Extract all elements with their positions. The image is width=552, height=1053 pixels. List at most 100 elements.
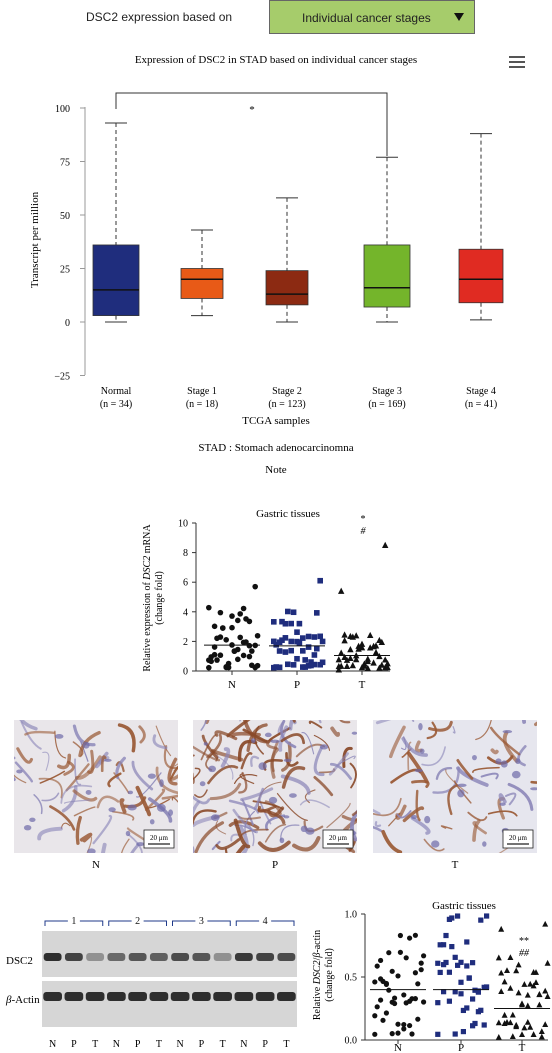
dot-N — [378, 957, 384, 964]
wb-sig-star: ** — [519, 936, 529, 947]
dot-N — [249, 662, 255, 669]
dot-N — [401, 992, 407, 998]
dot-P — [484, 984, 490, 990]
dot-T — [527, 980, 534, 987]
dot-T — [519, 1031, 525, 1038]
dot-T — [530, 969, 537, 975]
dot-P — [449, 944, 455, 950]
dropdown-label: DSC2 expression based on — [86, 10, 233, 24]
dot-N — [211, 644, 218, 650]
dot-P — [437, 969, 443, 976]
boxplot-category-label: Stage 3 — [372, 386, 402, 397]
wb-group-label-bg — [131, 915, 144, 926]
dot-N — [403, 955, 409, 961]
dot-P — [441, 989, 447, 995]
boxplot-category-label: Stage 4 — [466, 386, 496, 397]
western-blot-image — [42, 931, 297, 1027]
wb-lane-label: T — [283, 1039, 289, 1050]
dot-N — [421, 999, 427, 1005]
dot-T — [509, 1011, 516, 1018]
band-actin — [85, 992, 105, 1001]
wb-lane-label: N — [177, 1039, 184, 1050]
dot-P — [314, 610, 320, 616]
boxplot-note: Note — [265, 464, 287, 476]
dot-T — [370, 643, 377, 650]
dot-T — [364, 664, 371, 672]
dot-T — [513, 1021, 520, 1028]
hamburger-menu-icon[interactable] — [509, 56, 525, 68]
boxplot-y-tick-label: 50 — [60, 211, 70, 222]
wb-group-label: 4 — [263, 916, 268, 927]
dot-N — [237, 611, 243, 617]
dot-P — [285, 661, 291, 668]
dot-T — [538, 1033, 545, 1040]
boxplot-x-labels: Normal (n = 34) Stage 1 (n = 18) Stage 2 (n =… — [100, 386, 497, 410]
x-tick-label: P — [458, 1042, 464, 1053]
dot-N — [401, 1026, 407, 1032]
stage-select-dropdown[interactable]: Individual cancer stages — [269, 0, 475, 34]
dot-T — [495, 1033, 502, 1040]
dot-N — [220, 625, 226, 631]
dot-T — [384, 660, 391, 667]
boxplot-title: Expression of DSC2 in STAD based on indi… — [135, 54, 417, 66]
dot-N — [418, 960, 424, 966]
band-dsc2 — [86, 953, 105, 961]
band-dsc2 — [107, 953, 126, 961]
dot-T — [527, 1023, 534, 1030]
boxplot-count-label: (n = 18) — [186, 399, 218, 410]
wb-y-label: Relative DSC2/β-actin — [312, 930, 323, 1020]
y-tick-label: 2 — [183, 637, 188, 648]
wb-lane-label: P — [135, 1039, 141, 1050]
dot-N — [395, 1030, 401, 1036]
dropdown-value: Individual cancer stages — [302, 11, 431, 25]
dot-P — [455, 962, 461, 968]
band-actin — [149, 992, 169, 1001]
dot-N — [401, 1021, 407, 1028]
dot-P — [443, 932, 449, 939]
wb-lane-label: T — [156, 1039, 162, 1050]
dot-T — [542, 1021, 549, 1027]
dot-P — [305, 633, 312, 640]
dot-P — [288, 647, 294, 654]
dot-N — [378, 997, 384, 1003]
dot-N — [214, 635, 220, 642]
dot-P — [470, 960, 476, 966]
mrna-y-label-2: (change fold) — [154, 571, 165, 625]
dot-N — [397, 949, 403, 955]
dot-T — [343, 656, 351, 663]
band-dsc2 — [149, 953, 168, 961]
band-actin — [255, 992, 275, 1001]
box-stage-1 — [180, 268, 224, 299]
boxplot-panel: Expression of DSC2 in STAD based on indi… — [29, 54, 504, 476]
dot-P — [452, 954, 458, 960]
dot-P — [437, 942, 443, 948]
dot-T — [533, 979, 539, 986]
x-tick-label: T — [519, 1042, 526, 1053]
dot-N — [208, 658, 214, 665]
dot-N — [374, 1004, 380, 1010]
dot-N — [415, 981, 421, 987]
dot-T — [495, 1019, 502, 1026]
dot-T — [501, 1011, 508, 1018]
dot-T — [338, 662, 345, 669]
wb-lane-label: N — [49, 1039, 56, 1050]
dot-P — [300, 635, 306, 641]
dot-P — [458, 991, 464, 997]
wb-lane-label: N — [240, 1039, 247, 1050]
dot-T — [376, 636, 383, 644]
dot-T — [507, 954, 514, 960]
scale-bar-label: 20 μm — [150, 834, 169, 842]
band-actin — [192, 992, 211, 1001]
dot-P — [290, 609, 297, 616]
dot-P — [282, 620, 289, 627]
dot-N — [395, 973, 401, 979]
band-dsc2 — [234, 953, 253, 961]
dot-P — [435, 960, 441, 966]
dot-P — [478, 1007, 484, 1013]
dot-P — [441, 962, 447, 968]
dot-P — [446, 969, 452, 975]
boxplot-y-label: Transcript per million — [29, 191, 41, 288]
dot-N — [383, 980, 389, 987]
dot-P — [308, 662, 314, 669]
